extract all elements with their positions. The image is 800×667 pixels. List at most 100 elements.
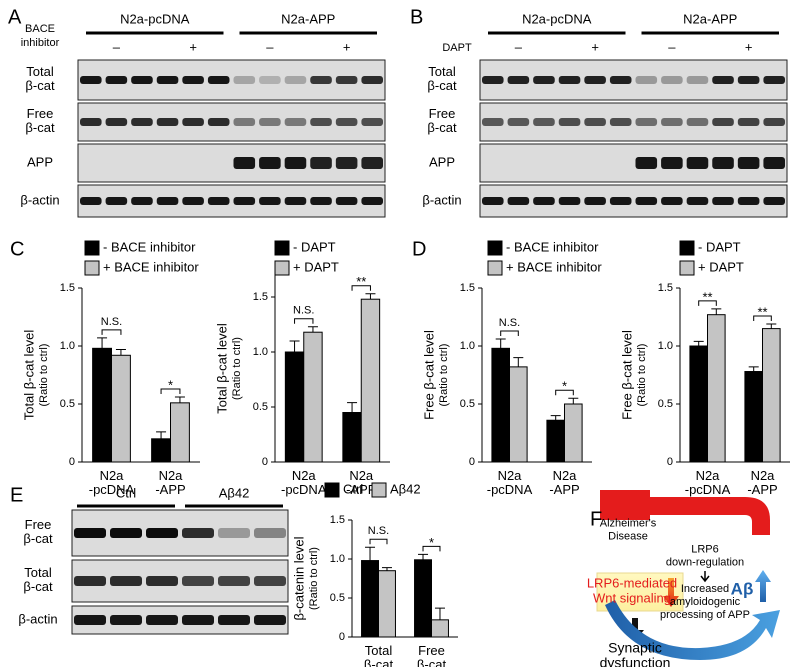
error-bar bbox=[495, 338, 506, 349]
error-bar bbox=[513, 357, 524, 367]
band bbox=[361, 197, 383, 205]
processing: Increased amyloidogenic processing of APP bbox=[660, 583, 750, 621]
band bbox=[284, 76, 307, 84]
legend-label: + DAPT bbox=[293, 259, 339, 274]
diagram-shapes bbox=[596, 490, 780, 660]
band bbox=[110, 615, 142, 625]
error-bar bbox=[347, 402, 358, 413]
bar bbox=[689, 345, 709, 463]
group-label: Ctrl bbox=[116, 485, 136, 500]
band bbox=[80, 76, 102, 84]
bar bbox=[509, 366, 528, 463]
band bbox=[763, 197, 785, 205]
x-tick-label: N2a -APP bbox=[155, 468, 185, 497]
band bbox=[661, 197, 683, 205]
y-axis-label: Total β-cat level bbox=[21, 330, 36, 421]
band bbox=[584, 76, 606, 84]
bar bbox=[360, 298, 381, 463]
band bbox=[661, 118, 683, 126]
band bbox=[558, 197, 581, 205]
band bbox=[635, 118, 658, 126]
band bbox=[105, 76, 128, 84]
band bbox=[310, 157, 332, 169]
row-label: β-actin bbox=[422, 192, 461, 207]
band bbox=[254, 576, 286, 586]
legend-label: - BACE inhibitor bbox=[506, 239, 599, 254]
significance-bracket bbox=[753, 315, 772, 321]
abeta: Aβ bbox=[731, 579, 754, 598]
error-bar bbox=[97, 337, 108, 349]
significance-label: N.S. bbox=[293, 305, 314, 317]
band bbox=[207, 76, 230, 84]
significance-label: N.S. bbox=[368, 525, 389, 537]
band bbox=[74, 615, 106, 625]
y-tick-label: 1.0 bbox=[60, 340, 75, 352]
y-tick-label: 0.5 bbox=[60, 398, 75, 410]
significance-label: * bbox=[168, 377, 173, 392]
band bbox=[635, 76, 658, 84]
row-label: Total β-cat bbox=[25, 64, 55, 93]
legend-swatch bbox=[679, 240, 695, 256]
band bbox=[335, 76, 358, 84]
band bbox=[609, 197, 632, 205]
bar bbox=[744, 371, 764, 463]
legend-swatch bbox=[84, 260, 100, 276]
band bbox=[335, 157, 358, 169]
band bbox=[686, 76, 709, 84]
row-label: APP bbox=[27, 154, 53, 169]
y-tick-label: 0 bbox=[69, 456, 75, 468]
band bbox=[361, 157, 383, 169]
y-axis-label-note: (Ratio to ctrl) bbox=[636, 344, 648, 407]
sign: + bbox=[591, 39, 599, 54]
band bbox=[361, 76, 383, 84]
band bbox=[482, 118, 504, 126]
y-tick-label: 1.5 bbox=[60, 282, 75, 294]
y-tick-label: 1.0 bbox=[658, 340, 673, 352]
band bbox=[207, 118, 230, 126]
band bbox=[156, 76, 179, 84]
significance-label: N.S. bbox=[499, 317, 520, 329]
band bbox=[558, 76, 581, 84]
y-tick-label: 1.5 bbox=[253, 291, 268, 303]
band bbox=[335, 118, 358, 126]
legend-swatch bbox=[324, 482, 340, 498]
significance-bracket bbox=[160, 388, 181, 395]
blot bbox=[71, 605, 289, 635]
panel-letter: F bbox=[590, 508, 602, 530]
band bbox=[233, 197, 256, 205]
x-tick-label: Total β-cat bbox=[364, 643, 394, 667]
bar bbox=[342, 412, 362, 463]
group-label: N2a-pcDNA bbox=[120, 11, 190, 26]
x-tick-label: N2a -pcDNA bbox=[487, 468, 533, 497]
sign: + bbox=[189, 39, 197, 54]
significance-label: * bbox=[429, 535, 434, 550]
band bbox=[131, 197, 153, 205]
x-tick-label: Free β-cat bbox=[417, 643, 447, 667]
band bbox=[182, 615, 214, 625]
significance-bracket bbox=[369, 538, 388, 545]
inhibition-arc bbox=[600, 490, 770, 535]
band bbox=[284, 197, 307, 205]
bar bbox=[546, 419, 566, 463]
panel-letter: E bbox=[10, 484, 23, 506]
band bbox=[146, 528, 178, 538]
bar bbox=[111, 354, 131, 463]
blot bbox=[77, 102, 386, 142]
band bbox=[310, 118, 332, 126]
band bbox=[284, 118, 307, 126]
band bbox=[507, 197, 530, 205]
bar bbox=[707, 314, 726, 463]
x-tick-label: N2a -pcDNA bbox=[281, 468, 327, 497]
band bbox=[712, 76, 734, 84]
y-tick-label: 1.5 bbox=[460, 282, 475, 294]
band bbox=[131, 76, 153, 84]
significance-label: N.S. bbox=[101, 316, 122, 328]
band bbox=[259, 157, 281, 169]
legend-label: Aβ42 bbox=[390, 481, 421, 496]
y-axis-label-note: (Ratio to ctrl) bbox=[438, 344, 450, 407]
band bbox=[482, 197, 504, 205]
y-axis-label-note: (Ratio to ctrl) bbox=[231, 337, 243, 400]
group-label: N2a-APP bbox=[281, 11, 335, 26]
y-tick-label: 0 bbox=[469, 456, 475, 468]
